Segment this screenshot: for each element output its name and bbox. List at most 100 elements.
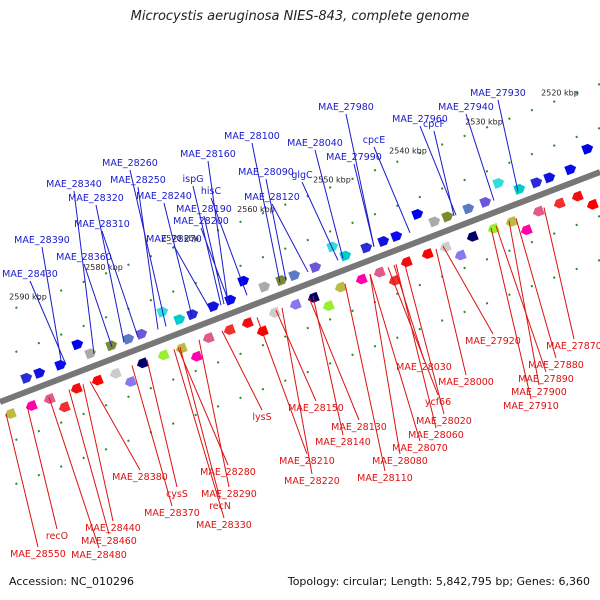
forward-gene-arrow bbox=[543, 172, 556, 184]
reverse-gene-arrow bbox=[241, 317, 254, 329]
reverse-gene-label: MAE_28480 bbox=[71, 550, 127, 561]
reverse-gene-label: cysS bbox=[166, 489, 188, 500]
forward-gene-arrow bbox=[71, 339, 84, 351]
reverse-label-leader bbox=[515, 218, 557, 359]
forward-gene-arrow bbox=[428, 216, 441, 228]
reverse-gene-label: MAE_28030 bbox=[396, 362, 452, 373]
forward-gene-label: MAE_28360 bbox=[56, 252, 112, 263]
map-title: Microcystis aeruginosa NIES-843, complet… bbox=[130, 9, 470, 24]
reverse-gene-arrow bbox=[25, 399, 38, 411]
reverse-gene-arrow bbox=[190, 350, 203, 362]
reverse-gene-label: MAE_28460 bbox=[81, 536, 137, 547]
forward-gene-arrow bbox=[377, 236, 390, 247]
reverse-label-leader bbox=[393, 264, 425, 361]
reverse-gene-arrow bbox=[175, 342, 188, 354]
forward-gene-arrow bbox=[33, 367, 46, 379]
forward-label-leader bbox=[163, 202, 193, 317]
forward-label-leader bbox=[200, 227, 230, 303]
forward-label-leader bbox=[101, 230, 139, 338]
reverse-gene-arrow bbox=[334, 281, 347, 293]
reverse-label-leader bbox=[369, 274, 401, 455]
forward-gene-arrow bbox=[237, 275, 250, 287]
reverse-label-leader bbox=[68, 389, 110, 535]
forward-label-leader bbox=[345, 113, 375, 247]
forward-label-leader bbox=[314, 149, 344, 259]
forward-gene-arrow bbox=[288, 270, 301, 282]
forward-gene-label: MAE_28430 bbox=[2, 269, 58, 280]
forward-gene-arrow bbox=[564, 164, 577, 176]
reverse-gene-label: MAE_27880 bbox=[528, 360, 584, 371]
reverse-gene-label: MAE_28440 bbox=[85, 523, 141, 534]
forward-label-leader bbox=[271, 203, 309, 273]
reverse-gene-arrow bbox=[289, 298, 302, 310]
forward-gene-arrow bbox=[492, 177, 505, 189]
forward-label-leader bbox=[465, 113, 495, 201]
scale-tick-label: 2570 kbp bbox=[161, 234, 199, 243]
forward-gene-label: MAE_28090 bbox=[238, 167, 294, 178]
reverse-label-leader bbox=[179, 346, 221, 500]
reverse-gene-label: MAE_28130 bbox=[331, 422, 387, 433]
reverse-gene-arrow bbox=[109, 367, 122, 379]
forward-label-leader bbox=[251, 142, 281, 283]
reverse-gene-arrow bbox=[586, 198, 599, 210]
reverse-gene-arrow bbox=[553, 197, 566, 209]
reverse-gene-label: MAE_28290 bbox=[201, 489, 257, 500]
forward-gene-arrow bbox=[513, 183, 526, 195]
reverse-gene-arrow bbox=[91, 374, 104, 386]
forward-gene-label: MAE_28320 bbox=[68, 193, 124, 204]
forward-gene-arrow bbox=[84, 348, 97, 360]
reverse-gene-arrow bbox=[307, 291, 320, 303]
forward-gene-label: MAE_28310 bbox=[74, 219, 130, 230]
genome-backbone bbox=[0, 169, 600, 405]
reverse-gene-label: MAE_27910 bbox=[503, 401, 559, 412]
reverse-gene-arrow bbox=[487, 222, 500, 234]
reverse-gene-arrow bbox=[454, 249, 467, 261]
reverse-gene-label: MAE_28370 bbox=[144, 508, 200, 519]
reverse-label-leader bbox=[198, 339, 230, 488]
reverse-gene-label: MAE_28550 bbox=[10, 549, 66, 560]
reverse-gene-arrow bbox=[355, 273, 368, 285]
reverse-label-leader bbox=[495, 225, 547, 373]
reverse-gene-arrow bbox=[520, 224, 533, 236]
reverse-label-leader bbox=[395, 264, 437, 429]
forward-gene-label: MAE_28200 bbox=[173, 216, 229, 227]
reverse-gene-label: MAE_27900 bbox=[511, 387, 567, 398]
scale-tick-label: 2530 kbp bbox=[465, 117, 503, 126]
forward-gene-arrow bbox=[462, 203, 475, 215]
reverse-label-leader bbox=[369, 274, 421, 442]
forward-gene-label: MAE_28250 bbox=[110, 175, 166, 186]
forward-label-leader bbox=[353, 163, 375, 247]
accession-text: Accession: NC_010296 bbox=[9, 575, 135, 588]
reverse-gene-arrow bbox=[223, 324, 236, 335]
reverse-gene-label: recN bbox=[209, 501, 231, 512]
reverse-gene-label: MAE_28210 bbox=[279, 456, 335, 467]
reverse-label-leader bbox=[275, 309, 317, 402]
forward-gene-label: MAE_28340 bbox=[46, 179, 102, 190]
reverse-label-leader bbox=[387, 267, 439, 396]
forward-gene-arrow bbox=[20, 372, 33, 384]
forward-label-leader bbox=[95, 204, 125, 343]
reverse-gene-arrow bbox=[466, 230, 479, 242]
reverse-label-leader bbox=[173, 349, 225, 519]
reverse-gene-label: ycf66 bbox=[425, 397, 451, 408]
forward-gene-arrow bbox=[441, 211, 454, 223]
forward-label-leader bbox=[497, 99, 519, 192]
reverse-gene-arrow bbox=[256, 325, 269, 337]
forward-gene-label: cpcE bbox=[363, 135, 385, 146]
forward-label-leader bbox=[301, 181, 339, 261]
reverse-gene-arrow bbox=[136, 357, 149, 369]
forward-gene-label: MAE_28190 bbox=[176, 204, 232, 215]
reverse-gene-label: MAE_28060 bbox=[408, 430, 464, 441]
reverse-gene-arrow bbox=[421, 248, 434, 260]
scale-tick-label: 2590 kbp bbox=[9, 292, 47, 301]
reverse-label-leader bbox=[89, 381, 141, 471]
forward-gene-arrow bbox=[479, 196, 492, 208]
forward-gene-arrow bbox=[411, 209, 424, 220]
scale-tick-label: 2550 kbp bbox=[313, 176, 351, 185]
reverse-label-leader bbox=[442, 245, 494, 335]
forward-label-leader bbox=[129, 169, 167, 327]
reverse-label-leader bbox=[543, 207, 575, 340]
forward-label-leader bbox=[173, 245, 211, 310]
reverse-gene-arrow bbox=[58, 401, 71, 413]
